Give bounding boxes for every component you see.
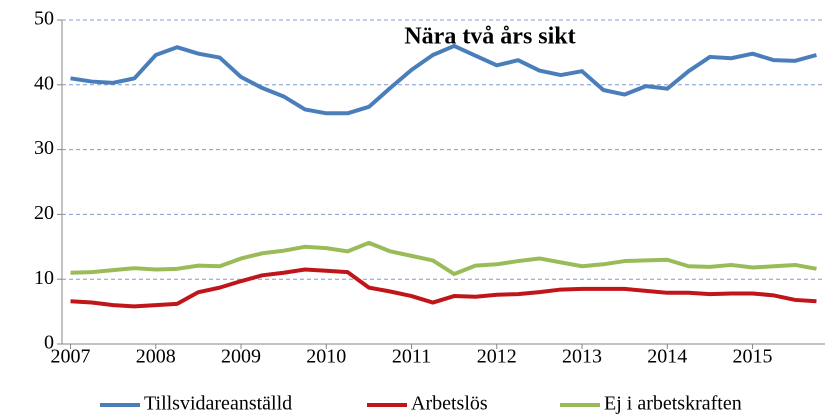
x-tick-label: 2011: [392, 346, 431, 368]
x-tick-label: 2015: [733, 346, 773, 368]
legend-label: Ej i arbetskraften: [604, 393, 742, 415]
x-tick-label: 2012: [477, 346, 517, 368]
y-tick-label: 20: [34, 202, 54, 224]
x-tick-label: 2009: [221, 346, 261, 368]
y-tick-label: 10: [34, 267, 54, 289]
legend-label: Arbetslös: [411, 393, 488, 415]
legend-label: Tillsvidareanställd: [144, 393, 292, 415]
x-tick-label: 2008: [136, 346, 176, 368]
series-line: [70, 240, 817, 277]
y-tick-label: 50: [34, 8, 54, 30]
series-line: [70, 43, 818, 116]
chart-title: Nära två års sikt: [404, 24, 575, 50]
x-tick-label: 2013: [562, 346, 602, 368]
x-tick-label: 2010: [306, 346, 346, 368]
y-tick-label: 30: [34, 137, 54, 159]
x-tick-label: 2007: [51, 346, 91, 368]
y-tick-label: 0: [44, 332, 54, 354]
series-line: [70, 267, 817, 309]
x-tick-label: 2014: [647, 346, 687, 368]
y-tick-label: 40: [34, 72, 54, 94]
